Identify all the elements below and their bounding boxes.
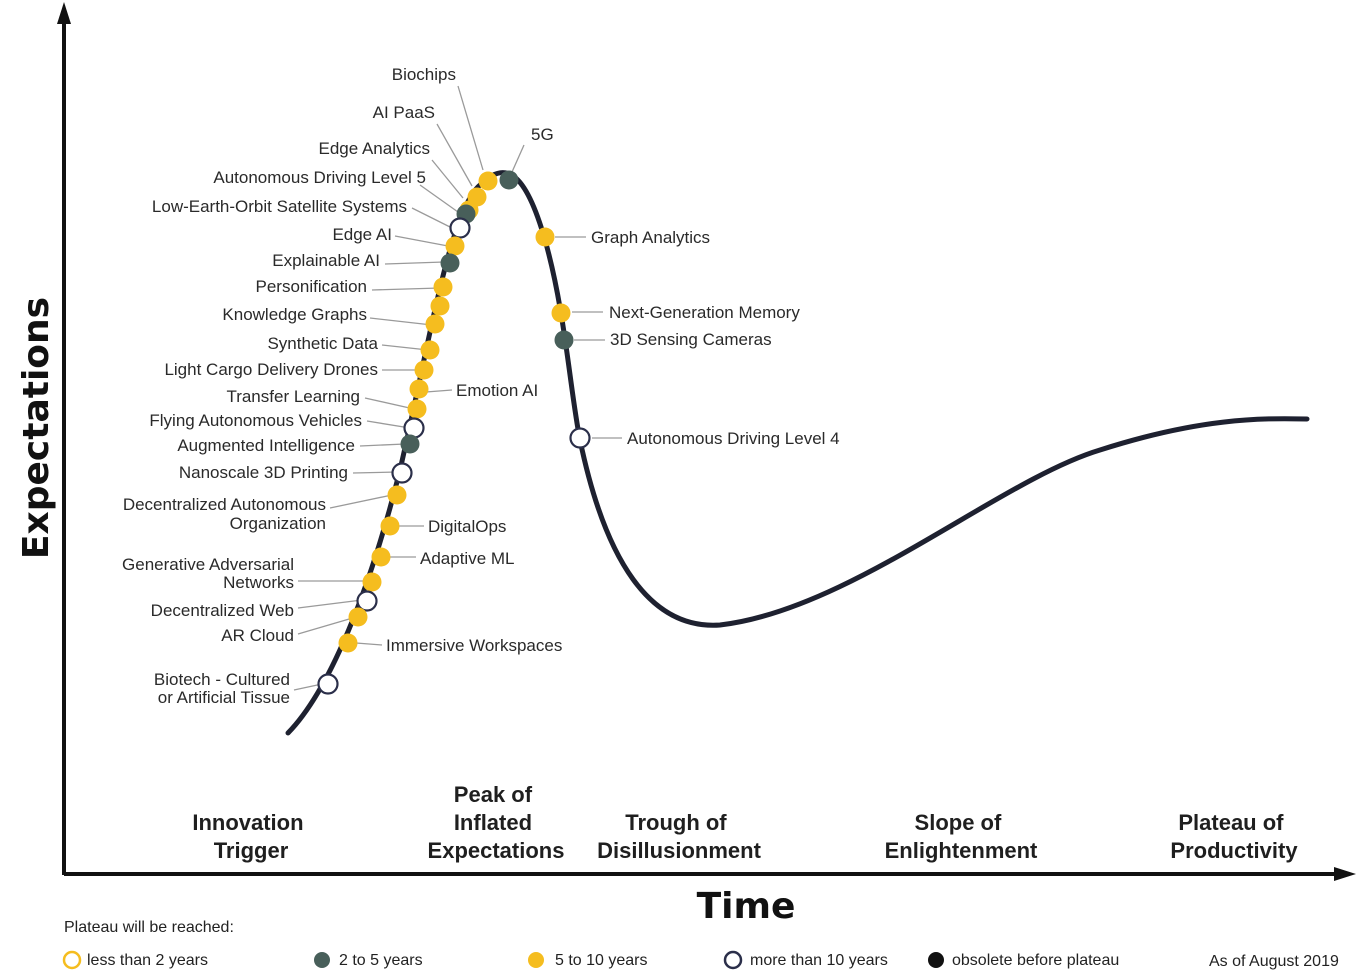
tech-marker [403, 417, 425, 439]
tech-label-multiline: Decentralized Autonomous Organization [123, 495, 326, 533]
tech-label: Low-Earth-Orbit Satellite Systems [152, 197, 407, 216]
legend-label-lt2: less than 2 years [87, 952, 208, 969]
legend: Plateau will be reached: less than 2 yea… [62, 919, 1339, 970]
tech-label: Flying Autonomous Vehicles [149, 411, 362, 430]
phase-trough-of-disillusionment: Trough of Disillusionment [597, 810, 761, 863]
phase-peak-of-inflated-expectations: Peak of Inflated Expectations [428, 782, 565, 863]
tech-label: Knowledge Graphs [222, 305, 367, 324]
legend-label-5to10: 5 to 10 years [555, 952, 648, 969]
legend-label-obsolete: obsolete before plateau [952, 952, 1119, 969]
tech-label: Autonomous Driving Level 4 [627, 429, 840, 448]
legend-label-2to5: 2 to 5 years [339, 952, 423, 969]
tech-marker [430, 296, 450, 316]
legend-marker-lt2 [62, 950, 82, 970]
tech-label: Graph Analytics [591, 228, 710, 247]
tech-label-multiline: Generative Adversarial Networks [122, 555, 294, 592]
tech-marker [535, 227, 555, 247]
technology-markers [317, 170, 591, 695]
legend-marker-2to5 [314, 952, 330, 968]
legend-marker-5to10 [528, 952, 544, 968]
legend-marker-gt10 [723, 950, 743, 970]
tech-label: Emotion AI [456, 381, 538, 400]
tech-label: Edge AI [332, 225, 392, 244]
tech-marker [554, 330, 574, 350]
tech-marker [400, 434, 420, 454]
tech-marker [499, 170, 519, 190]
tech-marker [551, 303, 571, 323]
tech-marker [449, 217, 471, 239]
tech-marker [478, 171, 498, 191]
tech-marker [445, 236, 465, 256]
tech-label: Synthetic Data [267, 334, 378, 353]
tech-label: Immersive Workspaces [386, 636, 562, 655]
tech-label: AI PaaS [373, 103, 435, 122]
tech-marker [391, 462, 413, 484]
tech-marker [425, 314, 445, 334]
tech-marker [409, 379, 429, 399]
tech-label: 3D Sensing Cameras [610, 330, 772, 349]
tech-marker [371, 547, 391, 567]
phase-innovation-trigger: Innovation Trigger [192, 810, 309, 863]
as-of-date: As of August 2019 [1209, 953, 1339, 970]
legend-marker-obsolete [928, 952, 944, 968]
hype-curve [285, 170, 1310, 736]
tech-marker [348, 607, 368, 627]
tech-marker [317, 673, 339, 695]
tech-label: Autonomous Driving Level 5 [213, 168, 426, 187]
tech-marker [356, 590, 378, 612]
tech-label: Augmented Intelligence [177, 436, 355, 455]
tech-label: Adaptive ML [420, 549, 515, 568]
tech-label: Edge Analytics [318, 139, 430, 158]
tech-label: Personification [255, 277, 367, 296]
tech-marker [414, 360, 434, 380]
tech-label: Decentralized Web [151, 601, 294, 620]
tech-marker [387, 485, 407, 505]
tech-marker [433, 277, 453, 297]
tech-label: AR Cloud [221, 626, 294, 645]
tech-label: 5G [531, 125, 554, 144]
tech-label: Biochips [392, 65, 456, 84]
tech-marker [407, 399, 427, 419]
tech-label: Next-Generation Memory [609, 303, 800, 322]
y-axis-title: Expectations [16, 297, 57, 559]
tech-marker [338, 633, 358, 653]
phase-plateau-of-productivity: Plateau of Productivity [1170, 810, 1298, 863]
tech-marker [380, 516, 400, 536]
tech-label: Nanoscale 3D Printing [179, 463, 348, 482]
x-axis-arrowhead [1334, 867, 1356, 881]
legend-label-gt10: more than 10 years [750, 952, 888, 969]
tech-label: Light Cargo Delivery Drones [164, 360, 378, 379]
x-axis-title: Time [697, 886, 796, 927]
tech-marker [420, 340, 440, 360]
tech-marker [362, 572, 382, 592]
technology-labels: Biochips AI PaaS 5G Edge Analytics Auton… [122, 65, 840, 707]
legend-title: Plateau will be reached: [64, 919, 234, 936]
phase-slope-of-enlightenment: Slope of Enlightenment [885, 810, 1038, 863]
leader-lines [293, 85, 622, 691]
y-axis-arrowhead [57, 2, 71, 24]
tech-label-multiline: Biotech - Cultured or Artificial Tissue [154, 670, 290, 707]
tech-label: DigitalOps [428, 517, 506, 536]
tech-label: Transfer Learning [226, 387, 360, 406]
tech-marker [569, 427, 591, 449]
tech-marker [440, 253, 460, 273]
tech-label: Explainable AI [272, 251, 380, 270]
